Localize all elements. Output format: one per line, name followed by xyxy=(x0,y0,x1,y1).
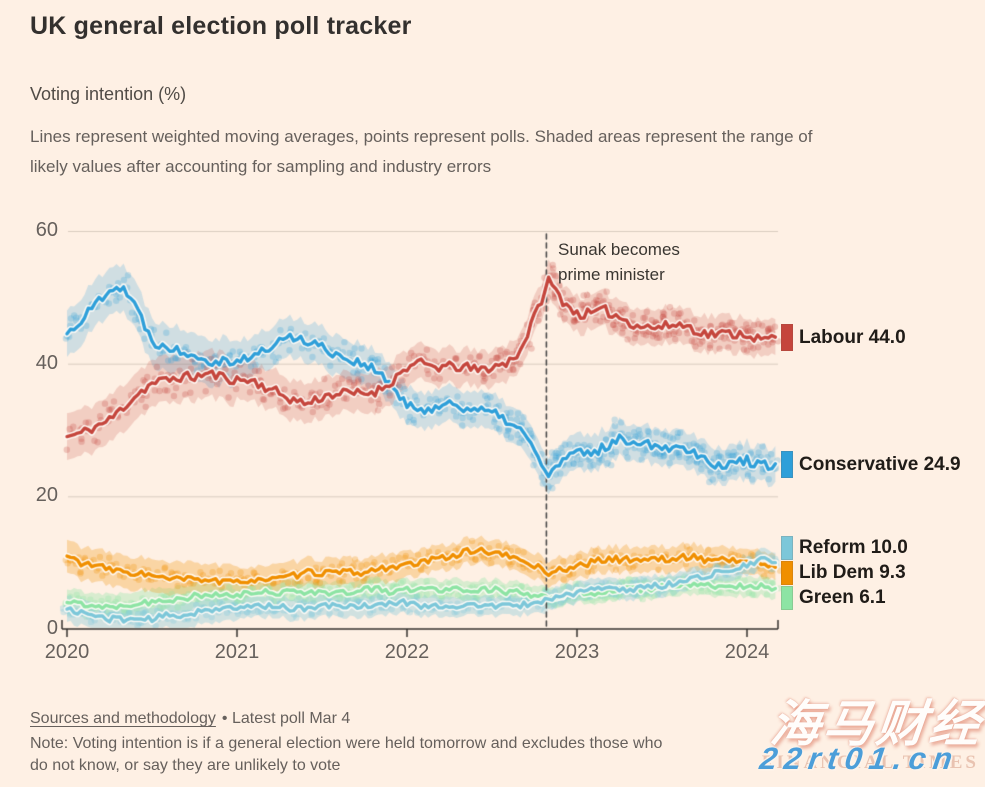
x-axis-tick-label: 2021 xyxy=(214,641,260,663)
event-annotation-line-2: prime minister xyxy=(558,265,665,284)
legend-item-green: Green 6.1 xyxy=(781,586,886,610)
chart-note-line: do not know, or say they are unlikely to… xyxy=(30,757,341,774)
y-axis-tick-label: 40 xyxy=(35,351,58,374)
page-title: UK general election poll tracker xyxy=(30,12,412,40)
legend-swatch-conservative xyxy=(781,451,793,478)
x-axis-tick-label: 2020 xyxy=(44,641,90,663)
y-axis-tick-label: 0 xyxy=(46,617,58,639)
chart-description-line: Lines represent weighted moving averages… xyxy=(30,127,813,146)
y-axis-tick-label: 60 xyxy=(35,219,58,241)
legend-label-reform: Reform 10.0 xyxy=(799,537,908,558)
latest-poll-text: • Latest poll Mar 4 xyxy=(221,710,351,727)
chart-description-line: likely values after accounting for sampl… xyxy=(30,157,492,176)
watermark-url: 22rt01.cn xyxy=(757,741,962,776)
chart-note-line: Note: Voting intention is if a general e… xyxy=(30,735,663,752)
legend-item-reform: Reform 10.0 xyxy=(781,536,908,560)
legend-item-libdem: Lib Dem 9.3 xyxy=(781,561,906,585)
event-annotation-line-1: Sunak becomes xyxy=(558,240,680,259)
legend-swatch-green xyxy=(781,586,793,610)
legend-label-conservative: Conservative 24.9 xyxy=(799,453,961,475)
legend-swatch-reform xyxy=(781,536,793,560)
legend-label-green: Green 6.1 xyxy=(799,587,886,608)
x-axis-tick-label: 2023 xyxy=(554,641,600,663)
y-axis-tick-label: 20 xyxy=(35,484,58,507)
legend-swatch-libdem xyxy=(781,561,793,585)
x-axis-tick-label: 2024 xyxy=(724,641,770,663)
legend-item-conservative: Conservative 24.9 xyxy=(781,451,961,478)
chart-subtitle: Voting intention (%) xyxy=(30,84,187,104)
x-axis-tick-label: 2022 xyxy=(384,641,430,663)
legend-label-libdem: Lib Dem 9.3 xyxy=(799,562,906,583)
watermark-financial-times: FINANCIAL TIMES xyxy=(761,752,979,773)
footer-source-line: Sources and methodology • Latest poll Mar… xyxy=(30,710,350,728)
sources-link[interactable]: Sources and methodology xyxy=(30,710,216,727)
legend-swatch-labour xyxy=(781,324,793,351)
legend-label-labour: Labour 44.0 xyxy=(799,326,906,348)
legend-item-labour: Labour 44.0 xyxy=(781,324,906,351)
